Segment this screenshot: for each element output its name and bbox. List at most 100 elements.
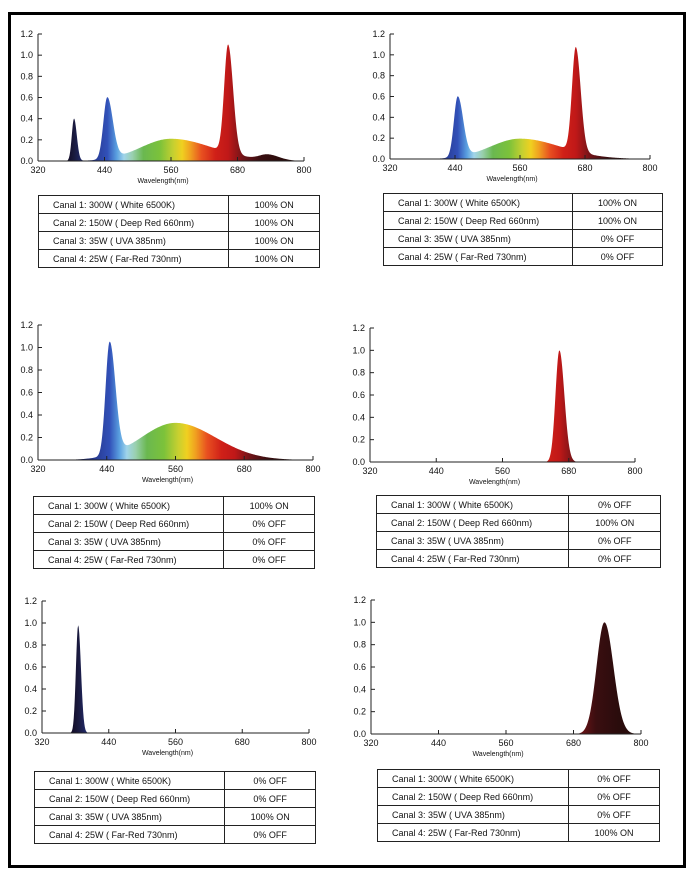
x-tick-label: 800: [296, 165, 311, 175]
y-tick-label: 0.8: [372, 71, 385, 81]
x-tick-label: 320: [30, 464, 45, 474]
x-tick-label: 560: [512, 163, 527, 173]
x-tick-label: 560: [168, 737, 183, 747]
y-tick-label: 0.6: [372, 92, 385, 102]
channel-label: Canal 2: 150W ( Deep Red 660nm): [376, 787, 570, 806]
y-tick-label: 0.2: [20, 135, 33, 145]
x-tick-label: 440: [99, 464, 114, 474]
table-row: Canal 4: 25W ( Far-Red 730nm) 100% ON: [376, 823, 660, 842]
table-row: Canal 2: 150W ( Deep Red 660nm) 0% OFF: [32, 514, 315, 533]
y-tick-label: 0.8: [352, 368, 365, 378]
x-tick-label: 680: [577, 163, 592, 173]
channel-status-table: Canal 1: 300W ( White 6500K) 100% ON Canal…: [382, 193, 663, 266]
spectrum-area: [38, 341, 313, 460]
y-tick-label: 1.0: [372, 50, 385, 60]
y-tick-label: 0.2: [20, 433, 33, 443]
y-tick-label: 0.8: [353, 640, 366, 650]
table-row: Canal 3: 35W ( UVA 385nm) 100% ON: [37, 231, 320, 250]
y-tick-label: 0.4: [20, 114, 33, 124]
y-tick-label: 0.4: [352, 412, 365, 422]
y-tick-label: 0.6: [24, 662, 37, 672]
x-tick-label: 560: [168, 464, 183, 474]
x-tick-label: 440: [447, 163, 462, 173]
table-row: Canal 4: 25W ( Far-Red 730nm) 100% ON: [37, 249, 320, 268]
x-tick-label: 800: [633, 738, 648, 748]
channel-status: 100% ON: [228, 249, 320, 268]
x-axis-title: Wavelength(nm): [142, 750, 193, 757]
x-axis-title: Wavelength(nm): [469, 479, 520, 486]
y-tick-label: 0.2: [372, 133, 385, 143]
y-tick-label: 1.0: [352, 345, 365, 355]
channel-label: Canal 4: 25W ( Far-Red 730nm): [376, 823, 570, 842]
y-tick-label: 0.0: [20, 455, 33, 465]
x-axis-title: Wavelength(nm): [472, 751, 523, 758]
x-tick-label: 320: [363, 738, 378, 748]
table-row: Canal 2: 150W ( Deep Red 660nm) 100% ON: [375, 513, 661, 532]
channel-status: 0% OFF: [572, 247, 663, 266]
y-tick-label: 0.0: [24, 728, 37, 738]
table-row: Canal 2: 150W ( Deep Red 660nm) 0% OFF: [376, 787, 660, 806]
table-row: Canal 2: 150W ( Deep Red 660nm) 100% ON: [382, 211, 663, 230]
x-tick-label: 800: [305, 464, 320, 474]
spectrum-area: [38, 44, 304, 161]
y-tick-label: 0.4: [20, 410, 33, 420]
x-tick-label: 560: [498, 738, 513, 748]
y-tick-label: 0.6: [20, 93, 33, 103]
spectrum-area: [390, 46, 650, 159]
spectrum-area: [371, 622, 641, 734]
x-tick-label: 800: [627, 466, 642, 476]
y-tick-label: 1.2: [352, 323, 365, 333]
channel-status-table: Canal 1: 300W ( White 6500K) 0% OFF Canal …: [33, 771, 316, 844]
x-tick-label: 440: [101, 737, 116, 747]
channel-status: 100% ON: [568, 823, 660, 842]
y-tick-label: 0.4: [24, 684, 37, 694]
channel-status-table: Canal 1: 300W ( White 6500K) 0% OFF Canal …: [375, 495, 661, 568]
y-tick-label: 0.0: [20, 156, 33, 166]
table-row: Canal 1: 300W ( White 6500K) 100% ON: [37, 195, 320, 214]
channel-status: 0% OFF: [568, 805, 660, 824]
channel-label: Canal 4: 25W ( Far-Red 730nm): [382, 247, 574, 266]
table-row: Canal 4: 25W ( Far-Red 730nm) 0% OFF: [33, 825, 316, 844]
table-row: Canal 4: 25W ( Far-Red 730nm) 0% OFF: [382, 247, 663, 266]
x-tick-label: 440: [429, 466, 444, 476]
x-tick-label: 680: [230, 165, 245, 175]
y-tick-label: 0.2: [353, 707, 366, 717]
channel-status: 0% OFF: [224, 825, 316, 844]
table-row: Canal 4: 25W ( Far-Red 730nm) 0% OFF: [375, 549, 661, 568]
y-tick-label: 1.2: [24, 596, 37, 606]
y-tick-label: 1.2: [20, 320, 33, 330]
y-tick-label: 0.2: [352, 435, 365, 445]
channel-status: 0% OFF: [568, 769, 660, 788]
x-tick-label: 560: [495, 466, 510, 476]
x-tick-label: 320: [362, 466, 377, 476]
y-tick-label: 0.8: [24, 640, 37, 650]
x-tick-label: 680: [566, 738, 581, 748]
y-tick-label: 1.2: [353, 595, 366, 605]
y-tick-label: 0.0: [372, 154, 385, 164]
x-tick-label: 560: [163, 165, 178, 175]
x-axis-title: Wavelength(nm): [137, 178, 188, 185]
y-tick-label: 0.0: [352, 457, 365, 467]
channel-label: Canal 4: 25W ( Far-Red 730nm): [33, 825, 226, 844]
channel-label: Canal 4: 25W ( Far-Red 730nm): [375, 549, 570, 568]
y-tick-label: 1.2: [20, 29, 33, 39]
channel-status: 0% OFF: [568, 549, 661, 568]
y-tick-label: 0.6: [353, 662, 366, 672]
channel-status-table: Canal 1: 300W ( White 6500K) 100% ON Canal…: [32, 496, 315, 569]
x-tick-label: 320: [30, 165, 45, 175]
table-row: Canal 3: 35W ( UVA 385nm) 100% ON: [33, 807, 316, 826]
y-tick-label: 0.8: [20, 71, 33, 81]
x-tick-label: 800: [301, 737, 316, 747]
y-tick-label: 0.6: [352, 390, 365, 400]
x-tick-label: 800: [642, 163, 657, 173]
x-tick-label: 440: [97, 165, 112, 175]
y-tick-label: 1.0: [20, 343, 33, 353]
x-tick-label: 680: [561, 466, 576, 476]
y-tick-label: 1.0: [24, 618, 37, 628]
